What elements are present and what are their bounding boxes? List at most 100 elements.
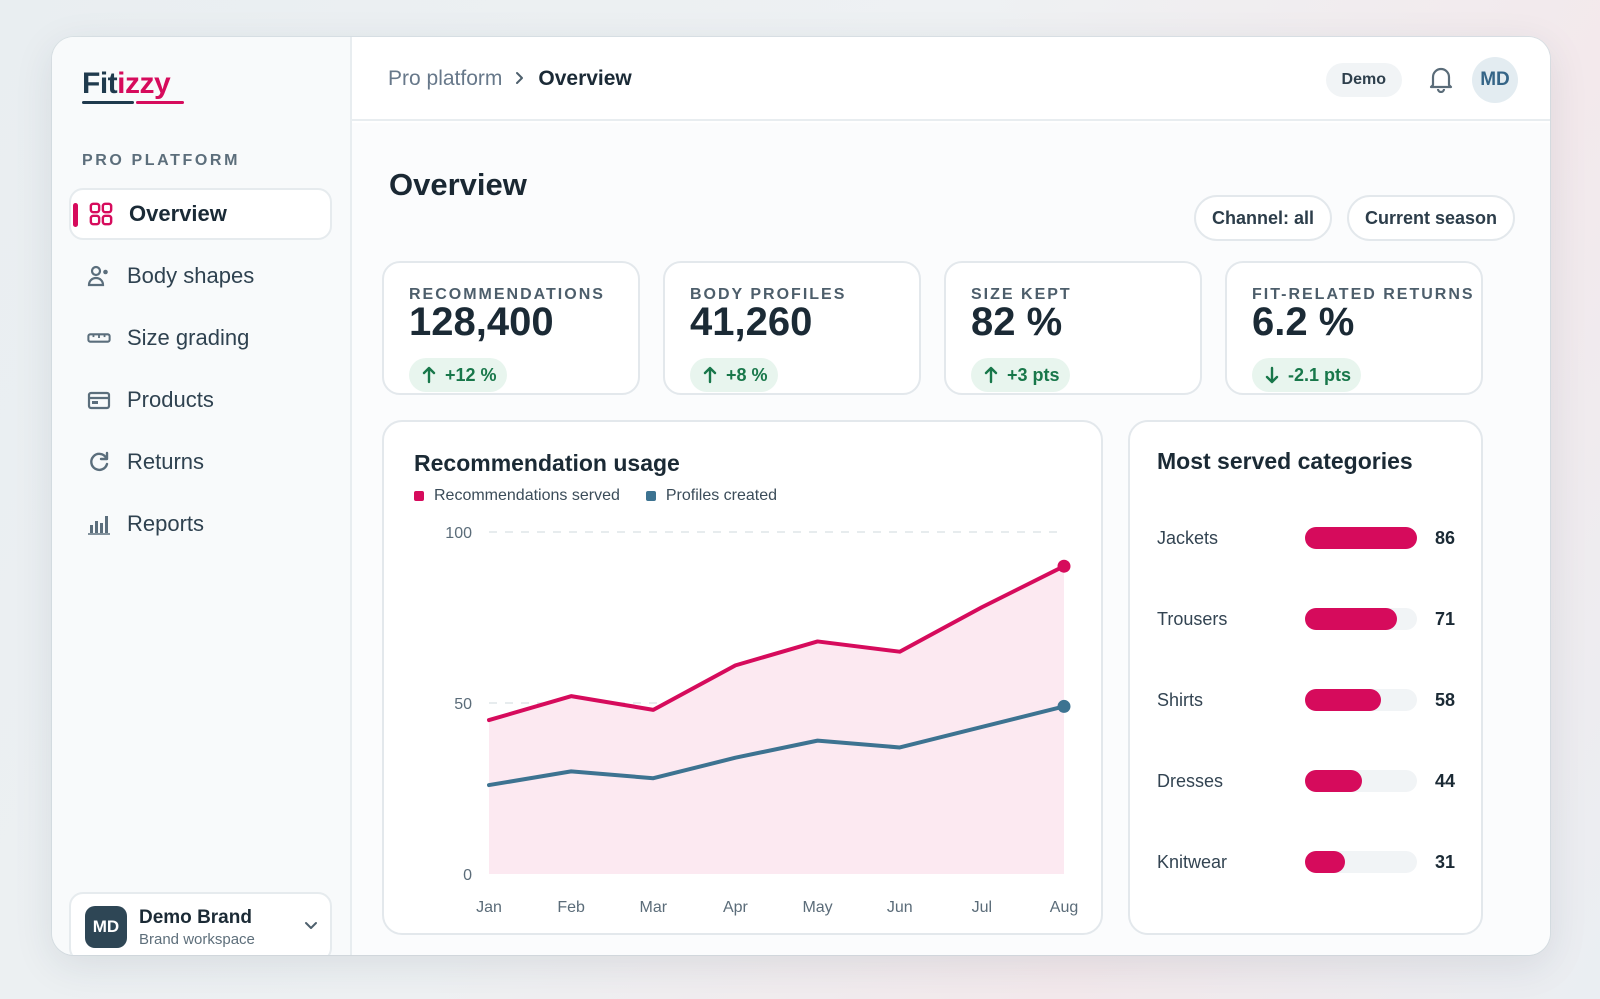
kpi-delta-badge: +12 % bbox=[409, 358, 507, 392]
category-row: Jackets 86 bbox=[1157, 525, 1457, 551]
sidebar-item-label: Reports bbox=[127, 511, 205, 536]
category-bar bbox=[1305, 689, 1381, 711]
bell-icon[interactable] bbox=[1428, 65, 1454, 98]
category-name: Dresses bbox=[1157, 770, 1224, 791]
sidebar-item-label: Size grading bbox=[127, 325, 250, 350]
x-tick-label: Mar bbox=[640, 899, 668, 916]
categories-panel: Most served categories Jackets 86 Trousers… bbox=[1128, 420, 1483, 935]
kpi-value: 128,400 bbox=[409, 300, 554, 344]
usage-line-chart: 0 50 100 Jan Feb Mar Apr May Jun Jul Aug bbox=[445, 525, 1078, 916]
x-tick-label: May bbox=[802, 899, 832, 916]
series-end-point-profiles bbox=[1057, 699, 1071, 713]
kpi-card-size-kept: SIZE KEPT 82 % +3 pts bbox=[944, 261, 1202, 395]
category-name: Jackets bbox=[1157, 527, 1219, 548]
sidebar-item-label: Products bbox=[127, 387, 214, 412]
x-tick-label: Apr bbox=[723, 899, 749, 916]
legend-swatch bbox=[414, 491, 424, 501]
kpi-card-body-profiles: BODY PROFILES 41,260 +8 % bbox=[663, 261, 921, 395]
brand-avatar: MD bbox=[85, 906, 127, 948]
x-tick-label: Jul bbox=[972, 899, 992, 916]
category-bar-track bbox=[1305, 770, 1417, 792]
logo[interactable]: Fitizzy bbox=[82, 67, 171, 101]
category-row: Dresses 44 bbox=[1157, 768, 1457, 794]
series-end-point-recommendations bbox=[1057, 559, 1071, 573]
breadcrumb-root[interactable]: Pro platform bbox=[388, 67, 503, 90]
x-tick-label: Jun bbox=[887, 899, 913, 916]
sidebar-nav: Overview Body shapes Size grading Produc… bbox=[69, 188, 332, 560]
categories-title: Most served categories bbox=[1157, 448, 1413, 474]
legend-label: Profiles created bbox=[665, 487, 778, 504]
kpi-delta-badge: +8 % bbox=[690, 358, 778, 392]
sidebar-item-label: Body shapes bbox=[127, 263, 255, 288]
x-tick-label: Jan bbox=[476, 899, 502, 916]
user-avatar[interactable]: MD bbox=[1472, 57, 1518, 103]
category-bar bbox=[1305, 608, 1398, 630]
sidebar-item-body-shapes[interactable]: Body shapes bbox=[69, 250, 332, 302]
sidebar-item-reports[interactable]: Reports bbox=[69, 498, 332, 550]
category-name: Shirts bbox=[1157, 689, 1204, 710]
brand-subtitle: Brand workspace bbox=[139, 930, 255, 948]
chevron-right-icon bbox=[514, 69, 526, 90]
usage-chart-title: Recommendation usage bbox=[414, 450, 680, 476]
chart-legend: Recommendations served Profiles created bbox=[414, 487, 803, 505]
kpi-delta-text: +8 % bbox=[726, 364, 768, 385]
category-row: Knitwear 31 bbox=[1157, 849, 1457, 875]
category-name: Knitwear bbox=[1157, 851, 1228, 872]
kpi-label: SIZE KEPT bbox=[971, 286, 1072, 303]
kpi-card-fit-returns: FIT-RELATED RETURNS 6.2 % -2.1 pts bbox=[1225, 261, 1483, 395]
category-row: Trousers 71 bbox=[1157, 606, 1457, 632]
category-value: 31 bbox=[1434, 851, 1455, 872]
bar-chart-icon bbox=[87, 512, 111, 536]
category-name: Trousers bbox=[1157, 608, 1228, 629]
arrow-up-icon bbox=[702, 366, 718, 384]
main-content: Overview Channel: all Current season REC… bbox=[352, 123, 1550, 955]
active-marker bbox=[73, 203, 78, 227]
season-filter-button[interactable]: Current season bbox=[1346, 195, 1515, 241]
kpi-delta-text: +3 pts bbox=[1007, 364, 1060, 385]
usage-chart-panel: Recommendation usage Recommendations ser… bbox=[382, 420, 1103, 935]
legend-item-profiles: Profiles created bbox=[645, 487, 778, 505]
return-arrow-icon bbox=[87, 450, 111, 474]
category-value: 71 bbox=[1434, 608, 1455, 629]
category-bar-track bbox=[1305, 851, 1417, 873]
breadcrumb: Pro platform Overview bbox=[388, 67, 632, 91]
arrow-up-icon bbox=[421, 366, 437, 384]
brand-switcher[interactable]: MD Demo Brand Brand workspace bbox=[69, 892, 332, 955]
category-value: 44 bbox=[1434, 770, 1455, 791]
sidebar-item-returns[interactable]: Returns bbox=[69, 436, 332, 488]
sidebar-item-overview[interactable]: Overview bbox=[69, 188, 332, 240]
logo-underline bbox=[82, 101, 134, 104]
logo-underline-accent bbox=[136, 101, 184, 104]
user-shape-icon bbox=[87, 264, 111, 288]
y-tick-label: 100 bbox=[445, 525, 472, 542]
x-tick-label: Aug bbox=[1050, 899, 1078, 916]
y-tick-label: 0 bbox=[463, 867, 472, 884]
y-tick-label: 50 bbox=[454, 696, 472, 713]
demo-badge: Demo bbox=[1325, 63, 1402, 97]
sidebar-item-products[interactable]: Products bbox=[69, 374, 332, 426]
kpi-value: 82 % bbox=[971, 300, 1063, 344]
top-header: Pro platform Overview Demo MD bbox=[352, 37, 1550, 121]
product-box-icon bbox=[87, 388, 111, 412]
legend-item-recommendations: Recommendations served bbox=[414, 487, 620, 505]
legend-label: Recommendations served bbox=[434, 487, 620, 504]
channel-filter-button[interactable]: Channel: all bbox=[1193, 195, 1332, 241]
breadcrumb-current: Overview bbox=[538, 67, 632, 90]
category-value: 86 bbox=[1434, 527, 1455, 548]
kpi-value: 6.2 % bbox=[1252, 300, 1355, 344]
brand-name: Demo Brand bbox=[139, 906, 252, 928]
arrow-up-icon bbox=[983, 366, 999, 384]
series-area-recommendations bbox=[489, 566, 1064, 874]
arrow-down-icon bbox=[1264, 366, 1280, 384]
category-bar-track bbox=[1305, 527, 1417, 549]
category-value: 58 bbox=[1434, 689, 1455, 710]
platform-tagline: PRO PLATFORM bbox=[82, 152, 241, 169]
sidebar-item-size-grading[interactable]: Size grading bbox=[69, 312, 332, 364]
kpi-delta-text: +12 % bbox=[445, 364, 497, 385]
sidebar-item-label: Overview bbox=[129, 201, 227, 226]
kpi-delta-badge: +3 pts bbox=[971, 358, 1070, 392]
x-tick-label: Feb bbox=[557, 899, 585, 916]
category-bar-track bbox=[1305, 608, 1417, 630]
kpi-card-recommendations: RECOMMENDATIONS 128,400 +12 % bbox=[382, 261, 640, 395]
kpi-value: 41,260 bbox=[690, 300, 813, 344]
